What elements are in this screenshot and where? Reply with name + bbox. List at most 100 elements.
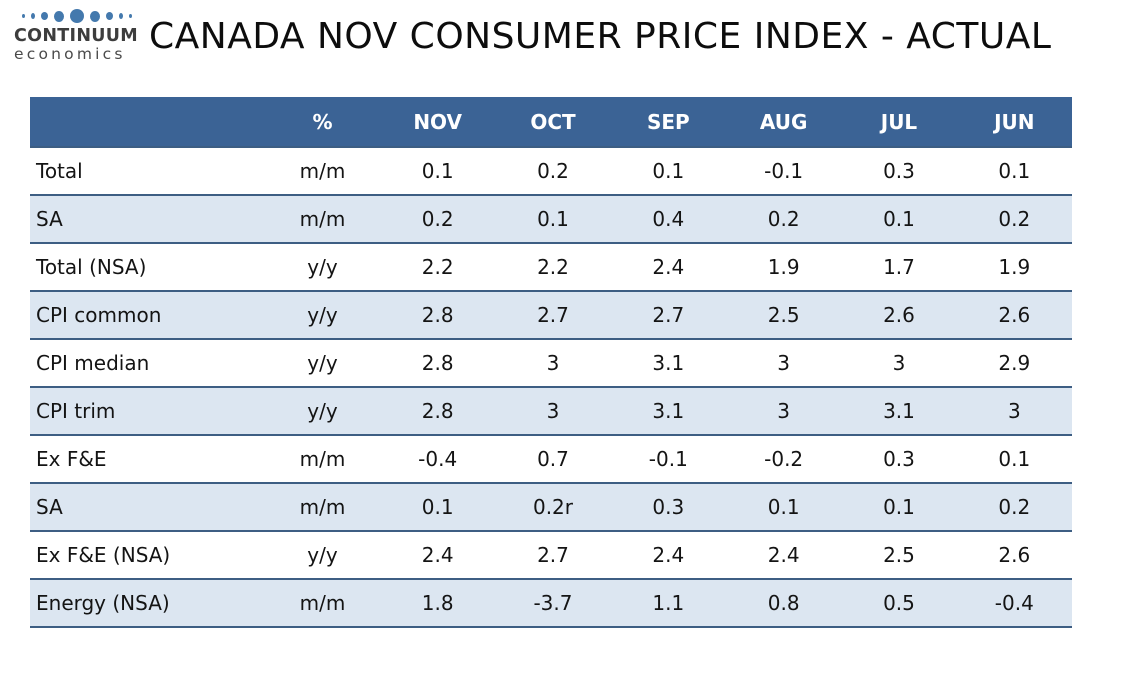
value-cell: 3 [546, 399, 560, 423]
unit-cell: m/m [299, 591, 346, 615]
value-cell: 3 [892, 351, 906, 375]
row-label: Total [36, 159, 83, 183]
column-header: JUL [841, 97, 957, 147]
value-cell: 0.1 [421, 495, 454, 519]
row-label: Ex F&E (NSA) [36, 543, 171, 567]
value-cell: 0.2 [421, 207, 454, 231]
value-cell: 0.1 [998, 447, 1031, 471]
value-cell: 2.2 [537, 255, 569, 279]
value-cell: 3 [1007, 399, 1021, 423]
value-cell: 0.3 [883, 159, 915, 183]
continuum-economics-logo: CONTINUUM economics [14, 8, 140, 64]
table-row: CPI median y/y 2.8 3 3.1 3 3 2.9 [30, 339, 1072, 387]
value-cell: 3 [777, 351, 791, 375]
column-header: SEP [610, 97, 726, 147]
value-cell: 2.6 [883, 303, 915, 327]
value-cell: 2.7 [652, 303, 685, 327]
value-cell: 0.1 [998, 159, 1031, 183]
value-cell: 1.7 [883, 255, 915, 279]
value-cell: 0.3 [652, 495, 685, 519]
unit-cell: m/m [299, 495, 346, 519]
value-cell: 0.1 [537, 207, 569, 231]
value-cell: 2.5 [767, 303, 800, 327]
value-cell: 0.2 [998, 495, 1031, 519]
value-cell: 0.1 [421, 159, 454, 183]
value-cell: 2.7 [537, 303, 569, 327]
row-label: CPI trim [36, 399, 116, 423]
value-cell: 2.4 [652, 543, 685, 567]
value-cell: 0.2 [998, 207, 1031, 231]
value-cell: -0.1 [764, 159, 804, 183]
column-header: AUG [725, 97, 842, 147]
column-header: OCT [495, 97, 611, 147]
value-cell: 0.1 [883, 207, 915, 231]
value-cell: 2.6 [998, 543, 1031, 567]
value-cell: 3.1 [652, 351, 685, 375]
column-header: % [265, 97, 380, 147]
value-cell: 3 [777, 399, 791, 423]
table-row: Total (NSA) y/y 2.2 2.2 2.4 1.9 1.7 1.9 [30, 243, 1072, 291]
value-cell: 0.3 [883, 447, 915, 471]
value-cell: 1.9 [767, 255, 800, 279]
table-body: Total m/m 0.1 0.2 0.1 -0.1 0.3 0.1 SA m/m 0.2 0.1 0.… [30, 147, 1072, 627]
column-header: JUN [956, 97, 1072, 147]
table-row: SA m/m 0.2 0.1 0.4 0.2 0.1 0.2 [30, 195, 1072, 243]
corner-header-cell [30, 97, 265, 147]
value-cell: 2.8 [421, 399, 454, 423]
unit-cell: y/y [307, 351, 338, 375]
value-cell: 0.1 [883, 495, 915, 519]
value-cell: 1.8 [421, 591, 454, 615]
unit-cell: y/y [307, 399, 338, 423]
value-cell: 2.4 [421, 543, 454, 567]
table-row: Energy (NSA) m/m 1.8 -3.7 1.1 0.8 0.5 -0.4 [30, 579, 1072, 627]
brand-name: CONTINUUM [14, 26, 138, 46]
value-cell: 2.8 [421, 351, 454, 375]
value-cell: 0.2 [767, 207, 800, 231]
table-row: CPI trim y/y 2.8 3 3.1 3 3.1 3 [30, 387, 1072, 435]
value-cell: 1.1 [652, 591, 685, 615]
value-cell: 2.8 [421, 303, 454, 327]
value-cell: 0.4 [652, 207, 685, 231]
value-cell: -0.1 [648, 447, 688, 471]
value-cell: 0.8 [767, 591, 800, 615]
value-cell: 2.4 [652, 255, 685, 279]
table-row: CPI common y/y 2.8 2.7 2.7 2.5 2.6 2.6 [30, 291, 1072, 339]
unit-cell: y/y [307, 543, 338, 567]
table-row: Total m/m 0.1 0.2 0.1 -0.1 0.3 0.1 [30, 147, 1072, 195]
unit-cell: m/m [299, 447, 346, 471]
value-cell: 3.1 [883, 399, 915, 423]
row-label: Energy (NSA) [36, 591, 170, 615]
unit-cell: y/y [307, 255, 338, 279]
row-label: SA [36, 495, 63, 519]
value-cell: 0.5 [883, 591, 915, 615]
table-row: Ex F&E (NSA) y/y 2.4 2.7 2.4 2.4 2.5 2.6 [30, 531, 1072, 579]
row-label: Ex F&E [36, 447, 107, 471]
row-label: CPI common [36, 303, 162, 327]
value-cell: -3.7 [533, 591, 573, 615]
table-row: Ex F&E m/m -0.4 0.7 -0.1 -0.2 0.3 0.1 [30, 435, 1072, 483]
unit-cell: m/m [299, 159, 346, 183]
value-cell: 0.1 [652, 159, 685, 183]
row-label: SA [36, 207, 63, 231]
value-cell: -0.2 [764, 447, 804, 471]
cpi-table: % NOV OCT SEP AUG JUL JUN Total m/m 0.1 0.2 0.1 -0.… [30, 97, 1072, 628]
column-header: NOV [380, 97, 496, 147]
table-header: % NOV OCT SEP AUG JUL JUN [30, 97, 1072, 147]
value-cell: 0.1 [767, 495, 800, 519]
table-header-row: % NOV OCT SEP AUG JUL JUN [30, 97, 1072, 147]
table-row: SA m/m 0.1 0.2r 0.3 0.1 0.1 0.2 [30, 483, 1072, 531]
value-cell: 2.2 [421, 255, 454, 279]
unit-cell: m/m [299, 207, 346, 231]
row-label: CPI median [36, 351, 150, 375]
value-cell: 3 [546, 351, 560, 375]
unit-cell: y/y [307, 303, 338, 327]
value-cell: 0.7 [537, 447, 569, 471]
value-cell: 3.1 [652, 399, 685, 423]
brand-subtitle: economics [14, 45, 126, 64]
value-cell: 0.2r [532, 495, 573, 519]
logo-dots-icon [14, 8, 140, 24]
value-cell: 2.5 [883, 543, 915, 567]
value-cell: 2.6 [998, 303, 1031, 327]
value-cell: 2.9 [998, 351, 1031, 375]
